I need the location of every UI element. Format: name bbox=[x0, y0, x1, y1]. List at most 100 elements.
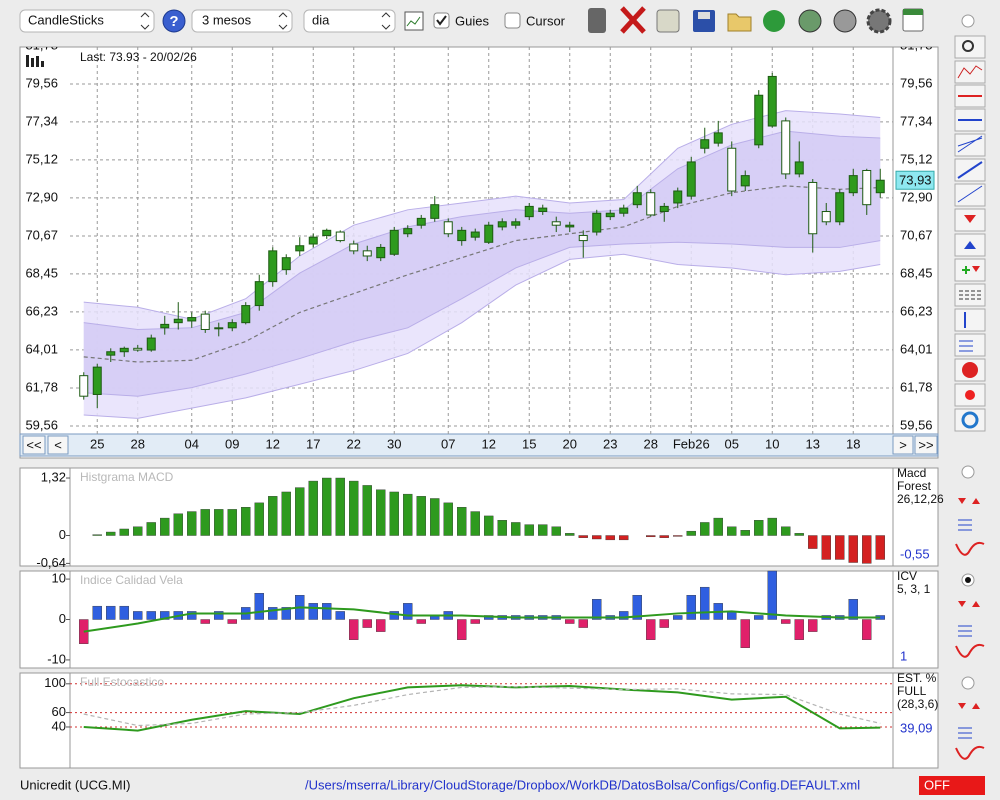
candle-body bbox=[106, 351, 116, 356]
y-tick-label: 79,56 bbox=[25, 75, 58, 90]
candle-body bbox=[700, 139, 710, 149]
y-tick-label: 68,45 bbox=[25, 265, 58, 280]
print-button[interactable] bbox=[656, 9, 680, 33]
histogram-bar bbox=[808, 535, 818, 549]
currency-button[interactable] bbox=[798, 9, 822, 33]
help-button[interactable] bbox=[162, 9, 186, 33]
candle-body bbox=[781, 120, 791, 175]
indicator-name: ICV bbox=[897, 569, 917, 583]
histogram-bar bbox=[511, 522, 521, 536]
nav-button[interactable] bbox=[47, 435, 69, 455]
candle-body bbox=[403, 228, 413, 235]
tool-button[interactable] bbox=[954, 60, 986, 84]
percent2-button[interactable] bbox=[954, 333, 986, 357]
candle-body bbox=[160, 323, 170, 329]
last-price-tag bbox=[895, 170, 935, 190]
y-tick-label: 64,01 bbox=[25, 341, 58, 356]
open-button[interactable] bbox=[727, 13, 752, 32]
histogram-bar bbox=[794, 533, 804, 536]
histogram-bar bbox=[592, 535, 602, 540]
nav-button[interactable] bbox=[22, 435, 46, 455]
y-tick-label: 77,34 bbox=[25, 113, 58, 128]
sidebar-glyphs bbox=[955, 40, 985, 760]
chart-type-select[interactable] bbox=[19, 9, 155, 33]
y-tick-label: -0,64 bbox=[36, 555, 66, 570]
x-tick-label: 18 bbox=[846, 436, 860, 451]
radio[interactable] bbox=[961, 14, 975, 28]
y-tick-label: 72,90 bbox=[25, 189, 58, 204]
candle-body bbox=[538, 207, 548, 213]
delete-button[interactable] bbox=[620, 6, 646, 34]
candle-body bbox=[511, 221, 521, 226]
candle-body bbox=[551, 221, 561, 226]
status-badge[interactable] bbox=[919, 776, 985, 795]
chart-icon[interactable] bbox=[404, 11, 424, 31]
percent-button[interactable] bbox=[954, 308, 986, 332]
histogram-bar bbox=[376, 489, 386, 536]
x-tick-label: 13 bbox=[806, 436, 820, 451]
candle-body bbox=[821, 211, 831, 223]
y-tick-label: 70,67 bbox=[900, 227, 933, 242]
x-tick-label: 22 bbox=[347, 436, 361, 451]
interval-select[interactable] bbox=[303, 9, 396, 33]
histogram-bar bbox=[416, 619, 426, 624]
histogram-bar bbox=[254, 593, 264, 620]
stoch-panel bbox=[19, 672, 939, 769]
x-tick-label: 12 bbox=[482, 436, 496, 451]
sync-button[interactable] bbox=[954, 408, 986, 432]
histogram-bar bbox=[254, 502, 264, 536]
histogram-bar bbox=[565, 619, 575, 624]
y-tick-label: 70,67 bbox=[25, 227, 58, 242]
histogram-bar bbox=[578, 535, 588, 538]
y-tick-label: 59,56 bbox=[900, 417, 933, 432]
y-tick-label: 68,45 bbox=[900, 265, 933, 280]
period-select[interactable] bbox=[191, 9, 293, 33]
candle-body bbox=[389, 229, 399, 255]
nav-button[interactable] bbox=[914, 435, 938, 455]
histogram-bar bbox=[187, 511, 197, 536]
histogram-bar bbox=[119, 605, 129, 620]
histogram-bar bbox=[808, 619, 818, 632]
y-tick-label: 10 bbox=[52, 571, 66, 586]
histogram-bar bbox=[700, 522, 710, 536]
histogram-bar bbox=[862, 535, 872, 564]
save-label bbox=[698, 12, 710, 19]
nav-label: < bbox=[54, 437, 62, 452]
histogram-bar bbox=[146, 522, 156, 536]
settings-button[interactable] bbox=[866, 8, 892, 34]
candle-body bbox=[173, 318, 183, 324]
histogram-bar bbox=[268, 496, 278, 536]
x-tick-label: 20 bbox=[563, 436, 577, 451]
candle-body bbox=[254, 281, 264, 307]
histogram-bar bbox=[362, 619, 372, 628]
y-tick-label: -10 bbox=[47, 651, 66, 666]
cursor-checkbox[interactable] bbox=[504, 12, 521, 29]
histogram-bar bbox=[416, 496, 426, 536]
lines-button[interactable] bbox=[954, 283, 986, 307]
y-tick-label: 40 bbox=[52, 718, 66, 733]
euro-button[interactable] bbox=[833, 9, 857, 33]
candle-body bbox=[119, 347, 129, 353]
select-chevron bbox=[278, 12, 288, 30]
config-path[interactable]: /Users/mserra/Library/CloudStorage/Dropb… bbox=[305, 777, 860, 792]
candle-body bbox=[200, 313, 210, 331]
histogram-bar bbox=[470, 511, 480, 536]
trash-button[interactable] bbox=[588, 8, 606, 33]
histogram-bar bbox=[713, 517, 723, 536]
y-tick-label: 64,01 bbox=[900, 341, 933, 356]
indicator-name: Macd bbox=[897, 466, 926, 480]
histogram-bar bbox=[268, 607, 278, 620]
chart-type-value: CandleSticks bbox=[28, 12, 104, 27]
y-tick-label: 75,12 bbox=[900, 151, 933, 166]
histogram-bar bbox=[106, 531, 116, 536]
candle-body bbox=[416, 217, 426, 226]
last-value-label: 39,09 bbox=[900, 720, 933, 735]
zoom-button[interactable] bbox=[954, 35, 986, 59]
histogram-bar bbox=[443, 502, 453, 536]
refresh-button[interactable] bbox=[763, 10, 785, 32]
candle-body bbox=[808, 181, 818, 235]
nav-button[interactable] bbox=[892, 435, 914, 455]
cursor-label: Cursor bbox=[526, 13, 566, 28]
